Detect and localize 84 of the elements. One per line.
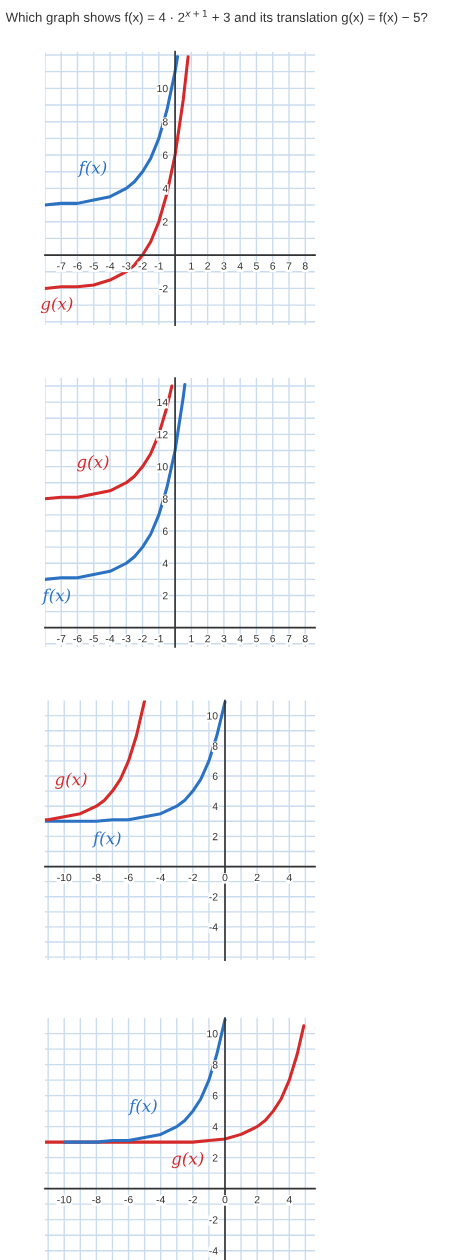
x-tick-label: 1 [189, 262, 194, 270]
x-tick-label: 4 [237, 262, 243, 270]
x-tick-label: -4 [105, 262, 115, 270]
x-tick-label: -6 [124, 1195, 133, 1204]
y-tick-label: 12 [157, 430, 168, 439]
line-series [62, 1018, 227, 1144]
y-tick-label: 2 [162, 591, 168, 600]
x-tick-label: 5 [253, 262, 259, 270]
x-tick-label: 2 [254, 873, 260, 882]
y-tick-label: 4 [162, 559, 168, 568]
y-tick-label: -4 [209, 923, 218, 931]
y-tick-label: 6 [212, 772, 218, 780]
y-tick-label: 6 [162, 527, 168, 535]
x-tick-label: 8 [302, 634, 308, 643]
y-tick-label: 10 [157, 84, 168, 93]
y-tick-label: 8 [212, 1061, 218, 1069]
x-tick-label: -2 [138, 262, 147, 270]
x-tick-label: -10 [57, 873, 72, 882]
x-tick-label: -5 [89, 635, 98, 643]
series-label: f(x) [41, 588, 71, 605]
y-tick-label: 2 [162, 218, 168, 226]
x-tick-label: -7 [57, 262, 66, 270]
x-tick-label: 7 [286, 262, 292, 270]
x-tick-label: -2 [188, 873, 197, 882]
x-tick-label: 2 [254, 1195, 260, 1204]
y-tick-label: 2 [212, 832, 218, 841]
line-series [44, 700, 227, 823]
y-tick-label: -2 [209, 893, 218, 901]
y-tick-label: 10 [207, 712, 218, 720]
x-tick-label: 0 [222, 1195, 228, 1204]
y-tick-label: 14 [157, 398, 168, 406]
x-tick-label: -3 [122, 634, 131, 643]
x-tick-label: -10 [57, 1195, 72, 1204]
series-label: f(x) [92, 831, 121, 848]
x-tick-label: -7 [57, 635, 66, 643]
x-tick-label: 7 [286, 635, 292, 643]
y-tick-label: 4 [162, 184, 168, 193]
chart-title: Which graph shows f(x) = 4 · 2$^{x+1}$ + 3 and its translation g(x) = f(x) − 5? [5, 10, 428, 25]
x-tick-label: -6 [73, 262, 82, 270]
x-tick-label: -8 [92, 1195, 101, 1204]
series-label: f(x) [128, 1099, 157, 1116]
series-label: g(x) [55, 772, 87, 789]
x-tick-label: 4 [286, 1195, 292, 1204]
y-tick-label: 10 [157, 463, 168, 471]
x-tick-label: -8 [92, 873, 101, 882]
x-tick-label: 0 [222, 873, 228, 882]
y-tick-label: 8 [162, 495, 168, 503]
y-tick-label: -2 [159, 284, 168, 293]
line-series [44, 384, 174, 501]
x-tick-label: 8 [302, 262, 308, 270]
line-series [44, 55, 180, 207]
y-tick-label: 10 [207, 1030, 218, 1038]
y-tick-label: 8 [162, 118, 168, 126]
x-tick-label: -2 [188, 1195, 197, 1204]
series-label: g(x) [171, 1151, 204, 1169]
x-tick-label: -1 [154, 635, 163, 643]
x-tick-label: -2 [138, 634, 147, 643]
x-tick-label: -4 [105, 635, 115, 643]
y-tick-label: 4 [212, 802, 218, 810]
x-tick-label: -6 [124, 873, 133, 882]
y-tick-label: -4 [209, 1247, 218, 1255]
x-tick-label: 6 [270, 262, 276, 270]
y-tick-label: 8 [212, 742, 218, 750]
y-tick-label: 2 [212, 1154, 218, 1162]
line-series [44, 700, 147, 822]
x-tick-label: 4 [237, 635, 243, 643]
x-tick-label: 6 [270, 634, 276, 643]
series-label: f(x) [77, 160, 107, 177]
x-tick-label: 3 [221, 262, 227, 270]
x-tick-label: 4 [286, 873, 292, 882]
y-tick-label: 6 [212, 1092, 218, 1100]
x-tick-label: -1 [154, 262, 163, 270]
x-tick-label: -3 [122, 262, 131, 270]
y-tick-label: -2 [209, 1216, 218, 1224]
y-tick-label: 4 [212, 1123, 218, 1131]
y-tick-label: 6 [162, 151, 168, 159]
line-series [44, 382, 187, 581]
series-label: g(x) [77, 455, 109, 472]
x-tick-label: -6 [73, 634, 82, 643]
x-tick-label: 1 [189, 635, 194, 643]
x-tick-label: -5 [89, 262, 98, 270]
series-label: g(x) [40, 296, 73, 314]
x-tick-label: 5 [253, 635, 259, 643]
x-tick-label: 3 [221, 634, 227, 643]
